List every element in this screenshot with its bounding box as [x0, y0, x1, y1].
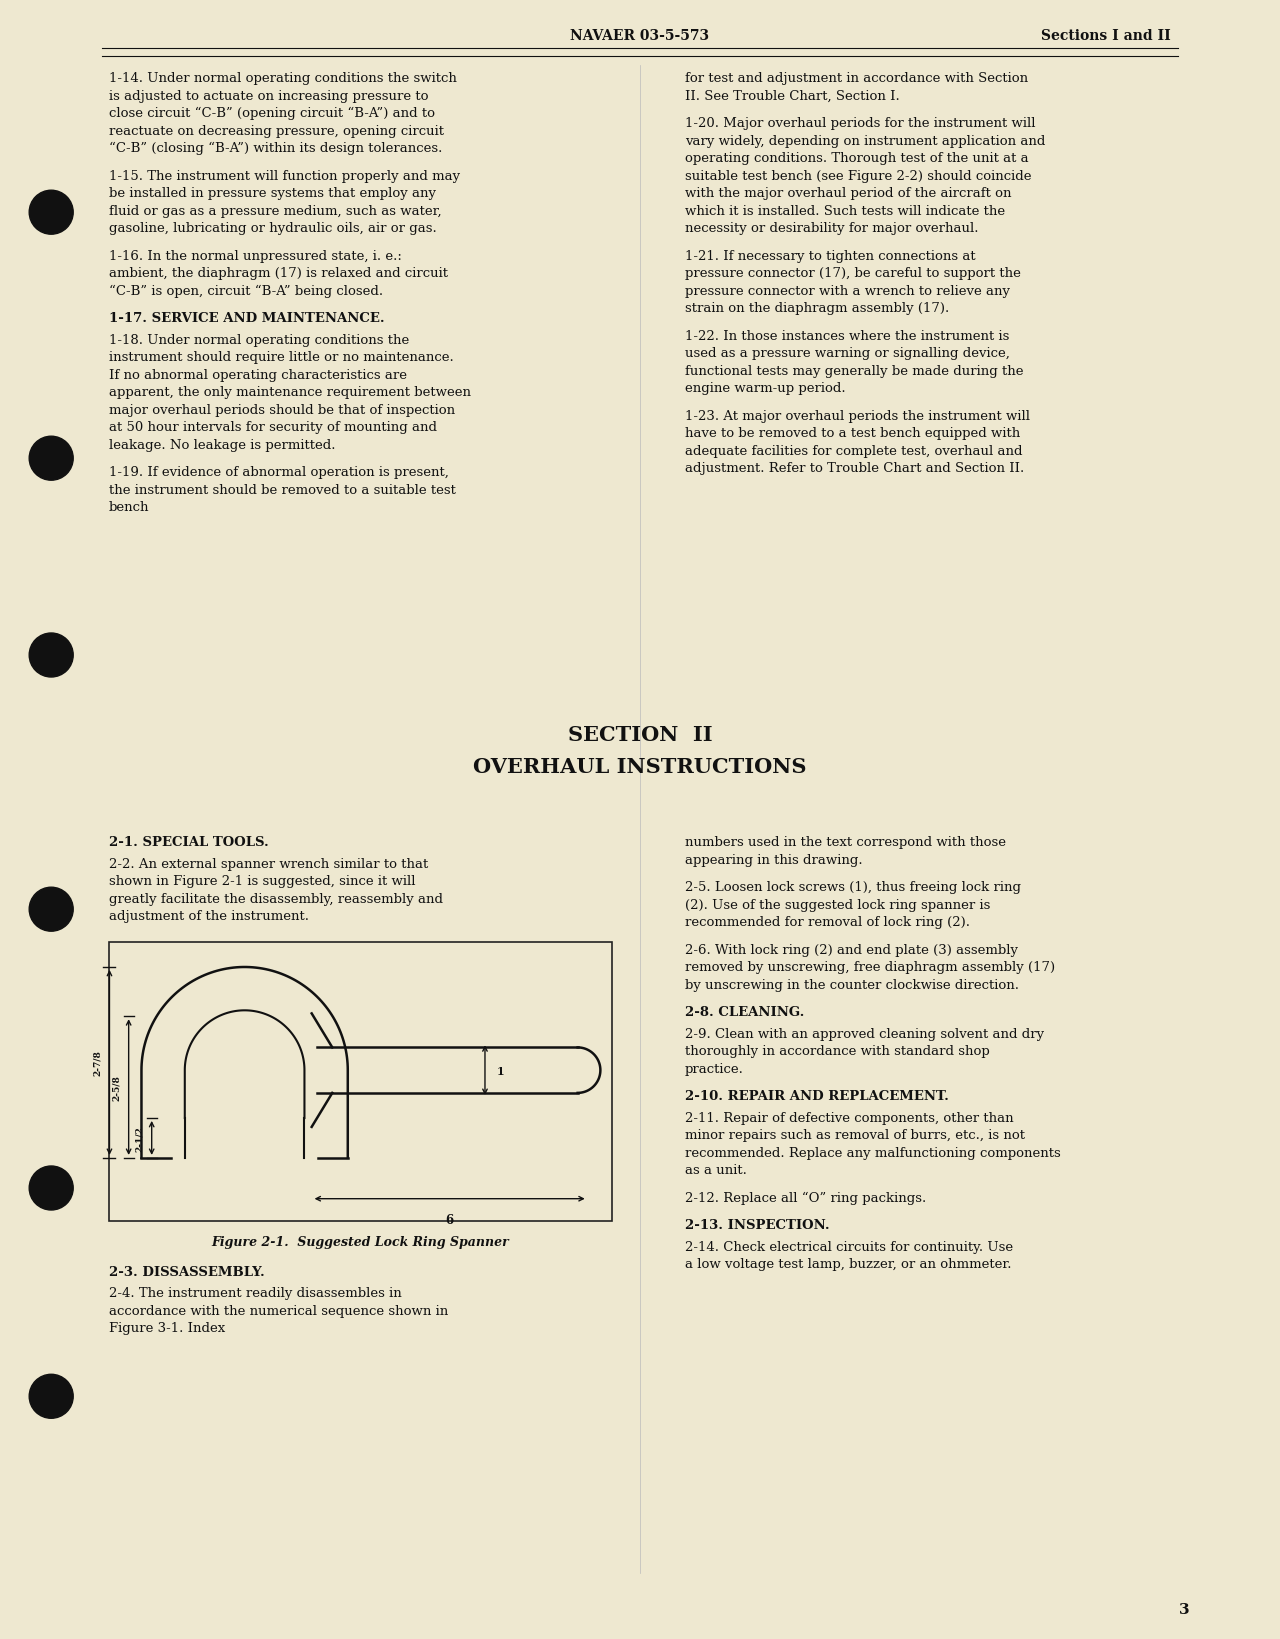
Text: adjustment of the instrument.: adjustment of the instrument. — [109, 910, 308, 923]
Text: OVERHAUL INSTRUCTIONS: OVERHAUL INSTRUCTIONS — [474, 757, 806, 777]
Text: close circuit “C-B” (opening circuit “B-A”) and to: close circuit “C-B” (opening circuit “B-… — [109, 107, 435, 120]
Text: fluid or gas as a pressure medium, such as water,: fluid or gas as a pressure medium, such … — [109, 205, 442, 218]
Text: accordance with the numerical sequence shown in: accordance with the numerical sequence s… — [109, 1305, 448, 1316]
Text: numbers used in the text correspond with those: numbers used in the text correspond with… — [685, 836, 1006, 849]
Text: 2-10. REPAIR AND REPLACEMENT.: 2-10. REPAIR AND REPLACEMENT. — [685, 1090, 948, 1103]
Text: a low voltage test lamp, buzzer, or an ohmmeter.: a low voltage test lamp, buzzer, or an o… — [685, 1257, 1011, 1270]
Text: is adjusted to actuate on increasing pressure to: is adjusted to actuate on increasing pre… — [109, 90, 429, 103]
Text: pressure connector with a wrench to relieve any: pressure connector with a wrench to reli… — [685, 285, 1010, 298]
Text: 2-9. Clean with an approved cleaning solvent and dry: 2-9. Clean with an approved cleaning sol… — [685, 1028, 1044, 1041]
Text: SECTION  II: SECTION II — [568, 724, 712, 744]
Text: 1-22. In those instances where the instrument is: 1-22. In those instances where the instr… — [685, 329, 1009, 343]
Text: 1-18. Under normal operating conditions the: 1-18. Under normal operating conditions … — [109, 333, 410, 346]
Text: greatly facilitate the disassembly, reassembly and: greatly facilitate the disassembly, reas… — [109, 892, 443, 905]
Text: 2-6. With lock ring (2) and end plate (3) assembly: 2-6. With lock ring (2) and end plate (3… — [685, 944, 1018, 956]
Text: 6: 6 — [445, 1213, 453, 1226]
Text: appearing in this drawing.: appearing in this drawing. — [685, 854, 863, 867]
Text: 1-15. The instrument will function properly and may: 1-15. The instrument will function prope… — [109, 169, 460, 182]
Text: “C-B” is open, circuit “B-A” being closed.: “C-B” is open, circuit “B-A” being close… — [109, 285, 383, 298]
Text: 1-23. At major overhaul periods the instrument will: 1-23. At major overhaul periods the inst… — [685, 410, 1030, 423]
Text: removed by unscrewing, free diaphragm assembly (17): removed by unscrewing, free diaphragm as… — [685, 960, 1055, 974]
Text: instrument should require little or no maintenance.: instrument should require little or no m… — [109, 351, 453, 364]
Text: gasoline, lubricating or hydraulic oils, air or gas.: gasoline, lubricating or hydraulic oils,… — [109, 221, 436, 234]
Text: 2-12. Replace all “O” ring packings.: 2-12. Replace all “O” ring packings. — [685, 1192, 925, 1205]
Text: 1: 1 — [497, 1065, 504, 1075]
Text: pressure connector (17), be careful to support the: pressure connector (17), be careful to s… — [685, 267, 1020, 280]
Text: thoroughly in accordance with standard shop: thoroughly in accordance with standard s… — [685, 1044, 989, 1057]
Circle shape — [29, 888, 73, 931]
Text: leakage. No leakage is permitted.: leakage. No leakage is permitted. — [109, 438, 335, 451]
Bar — [109, 942, 612, 1221]
Text: necessity or desirability for major overhaul.: necessity or desirability for major over… — [685, 221, 978, 234]
Text: engine warm-up period.: engine warm-up period. — [685, 382, 845, 395]
Text: which it is installed. Such tests will indicate the: which it is installed. Such tests will i… — [685, 205, 1005, 218]
Circle shape — [29, 1375, 73, 1418]
Text: suitable test bench (see Figure 2-2) should coincide: suitable test bench (see Figure 2-2) sho… — [685, 169, 1032, 182]
Text: adequate facilities for complete test, overhaul and: adequate facilities for complete test, o… — [685, 444, 1023, 457]
Text: Figure 2-1.  Suggested Lock Ring Spanner: Figure 2-1. Suggested Lock Ring Spanner — [211, 1234, 509, 1247]
Text: practice.: practice. — [685, 1062, 744, 1075]
Text: 2-14. Check electrical circuits for continuity. Use: 2-14. Check electrical circuits for cont… — [685, 1241, 1012, 1254]
Text: II. See Trouble Chart, Section I.: II. See Trouble Chart, Section I. — [685, 90, 900, 103]
Text: (2). Use of the suggested lock ring spanner is: (2). Use of the suggested lock ring span… — [685, 898, 991, 911]
Text: major overhaul periods should be that of inspection: major overhaul periods should be that of… — [109, 403, 454, 416]
Circle shape — [29, 438, 73, 480]
Text: reactuate on decreasing pressure, opening circuit: reactuate on decreasing pressure, openin… — [109, 125, 444, 138]
Text: functional tests may generally be made during the: functional tests may generally be made d… — [685, 364, 1023, 377]
Text: the instrument should be removed to a suitable test: the instrument should be removed to a su… — [109, 484, 456, 497]
Text: 3: 3 — [1179, 1603, 1189, 1616]
Text: 2-1. SPECIAL TOOLS.: 2-1. SPECIAL TOOLS. — [109, 836, 269, 849]
Text: apparent, the only maintenance requirement between: apparent, the only maintenance requireme… — [109, 385, 471, 398]
Text: 1-21. If necessary to tighten connections at: 1-21. If necessary to tighten connection… — [685, 249, 975, 262]
Text: as a unit.: as a unit. — [685, 1164, 746, 1177]
Text: NAVAER 03-5-573: NAVAER 03-5-573 — [571, 28, 709, 43]
Text: Sections I and II: Sections I and II — [1042, 28, 1171, 43]
Text: “C-B” (closing “B-A”) within its design tolerances.: “C-B” (closing “B-A”) within its design … — [109, 143, 442, 156]
Text: bench: bench — [109, 502, 150, 515]
Text: 2-4. The instrument readily disassembles in: 2-4. The instrument readily disassembles… — [109, 1287, 402, 1300]
Text: 2-1/2: 2-1/2 — [134, 1126, 143, 1151]
Text: be installed in pressure systems that employ any: be installed in pressure systems that em… — [109, 187, 435, 200]
Circle shape — [29, 1167, 73, 1210]
Text: 1-16. In the normal unpressured state, i. e.:: 1-16. In the normal unpressured state, i… — [109, 249, 402, 262]
Text: Figure 3-1. Index: Figure 3-1. Index — [109, 1321, 225, 1334]
Text: minor repairs such as removal of burrs, etc., is not: minor repairs such as removal of burrs, … — [685, 1129, 1025, 1142]
Text: 2-8. CLEANING.: 2-8. CLEANING. — [685, 1006, 804, 1019]
Circle shape — [29, 192, 73, 234]
Text: with the major overhaul period of the aircraft on: with the major overhaul period of the ai… — [685, 187, 1011, 200]
Text: adjustment. Refer to Trouble Chart and Section II.: adjustment. Refer to Trouble Chart and S… — [685, 462, 1024, 475]
Text: strain on the diaphragm assembly (17).: strain on the diaphragm assembly (17). — [685, 302, 948, 315]
Text: 2-5. Loosen lock screws (1), thus freeing lock ring: 2-5. Loosen lock screws (1), thus freein… — [685, 880, 1021, 893]
Text: have to be removed to a test bench equipped with: have to be removed to a test bench equip… — [685, 426, 1020, 439]
Text: 2-5/8: 2-5/8 — [111, 1075, 120, 1100]
Text: 2-7/8: 2-7/8 — [92, 1051, 101, 1075]
Text: recommended. Replace any malfunctioning components: recommended. Replace any malfunctioning … — [685, 1146, 1061, 1159]
Text: 1-19. If evidence of abnormal operation is present,: 1-19. If evidence of abnormal operation … — [109, 465, 449, 479]
Text: 2-2. An external spanner wrench similar to that: 2-2. An external spanner wrench similar … — [109, 857, 428, 870]
Text: ambient, the diaphragm (17) is relaxed and circuit: ambient, the diaphragm (17) is relaxed a… — [109, 267, 448, 280]
Text: 1-17. SERVICE AND MAINTENANCE.: 1-17. SERVICE AND MAINTENANCE. — [109, 311, 384, 325]
Text: shown in Figure 2-1 is suggested, since it will: shown in Figure 2-1 is suggested, since … — [109, 875, 415, 888]
Text: If no abnormal operating characteristics are: If no abnormal operating characteristics… — [109, 369, 407, 382]
Text: for test and adjustment in accordance with Section: for test and adjustment in accordance wi… — [685, 72, 1028, 85]
Text: 2-3. DISSASSEMBLY.: 2-3. DISSASSEMBLY. — [109, 1265, 265, 1278]
Text: by unscrewing in the counter clockwise direction.: by unscrewing in the counter clockwise d… — [685, 978, 1019, 992]
Text: used as a pressure warning or signalling device,: used as a pressure warning or signalling… — [685, 347, 1010, 361]
Text: operating conditions. Thorough test of the unit at a: operating conditions. Thorough test of t… — [685, 152, 1028, 166]
Text: vary widely, depending on instrument application and: vary widely, depending on instrument app… — [685, 134, 1046, 148]
Text: recommended for removal of lock ring (2).: recommended for removal of lock ring (2)… — [685, 916, 970, 929]
Text: at 50 hour intervals for security of mounting and: at 50 hour intervals for security of mou… — [109, 421, 436, 434]
Text: 2-11. Repair of defective components, other than: 2-11. Repair of defective components, ot… — [685, 1111, 1014, 1124]
Text: 1-14. Under normal operating conditions the switch: 1-14. Under normal operating conditions … — [109, 72, 457, 85]
Text: 1-20. Major overhaul periods for the instrument will: 1-20. Major overhaul periods for the ins… — [685, 116, 1036, 129]
Text: 2-13. INSPECTION.: 2-13. INSPECTION. — [685, 1219, 829, 1231]
Circle shape — [29, 634, 73, 677]
